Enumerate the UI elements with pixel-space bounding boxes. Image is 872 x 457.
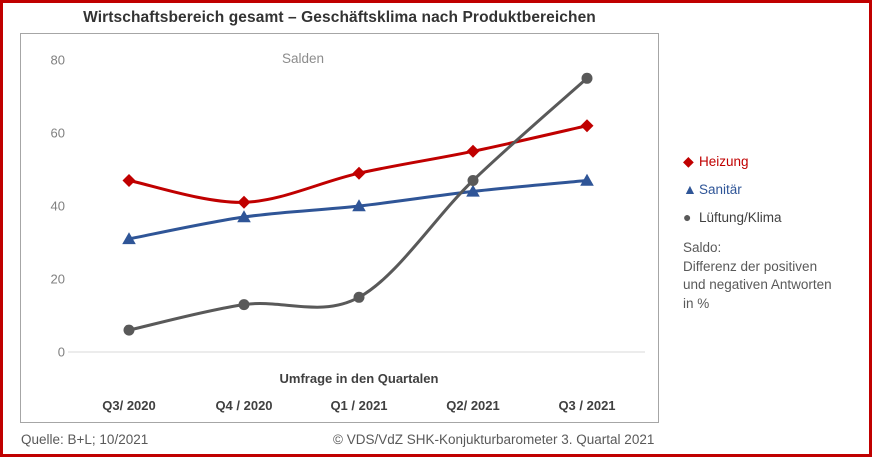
plot-area: 0 20 40 60 80 Salden Q3/ 2020 Q4 / 2020 Q1 / 202… <box>20 33 659 423</box>
legend-label-lueftung-klima: Lüftung/Klima <box>699 209 782 225</box>
diamond-icon: ◆ <box>683 153 694 169</box>
copyright-text: © VDS/VdZ SHK-Konjukturbarometer 3. Quar… <box>333 432 655 447</box>
svg-text:0: 0 <box>58 345 65 360</box>
chart-legend: ◆ Heizung ▲ Sanitär ● Lüftung/Klima <box>683 147 782 231</box>
svg-text:60: 60 <box>51 126 65 141</box>
circle-icon: ● <box>683 209 692 225</box>
legend-item-sanitaer: ▲ Sanitär <box>683 175 782 203</box>
legend-item-lueftung-klima: ● Lüftung/Klima <box>683 203 782 231</box>
svg-text:Q3/ 2020: Q3/ 2020 <box>102 398 156 413</box>
svg-text:Q2/ 2021: Q2/ 2021 <box>446 398 500 413</box>
svg-text:Salden: Salden <box>282 51 324 66</box>
source-text: Quelle: B+L; 10/2021 <box>21 432 149 447</box>
page-title: Wirtschaftsbereich gesamt – Geschäftskli… <box>83 9 596 26</box>
svg-text:Q1 / 2021: Q1 / 2021 <box>330 398 387 413</box>
legend-label-sanitaer: Sanitär <box>699 181 742 197</box>
svg-text:20: 20 <box>51 272 65 287</box>
svg-text:40: 40 <box>51 199 65 214</box>
line-chart: 0 20 40 60 80 Salden Q3/ 2020 Q4 / 2020 Q1 / 202… <box>51 51 645 413</box>
svg-text:80: 80 <box>51 53 65 68</box>
svg-text:Q3 / 2021: Q3 / 2021 <box>558 398 615 413</box>
svg-text:Umfrage in den Quartalen: Umfrage in den Quartalen <box>280 371 439 386</box>
legend-item-heizung: ◆ Heizung <box>683 147 782 175</box>
svg-text:Q4 / 2020: Q4 / 2020 <box>215 398 272 413</box>
legend-label-heizung: Heizung <box>699 153 749 169</box>
triangle-icon: ▲ <box>683 181 697 197</box>
saldo-note: Saldo: Differenz der positiven und negat… <box>683 240 832 311</box>
